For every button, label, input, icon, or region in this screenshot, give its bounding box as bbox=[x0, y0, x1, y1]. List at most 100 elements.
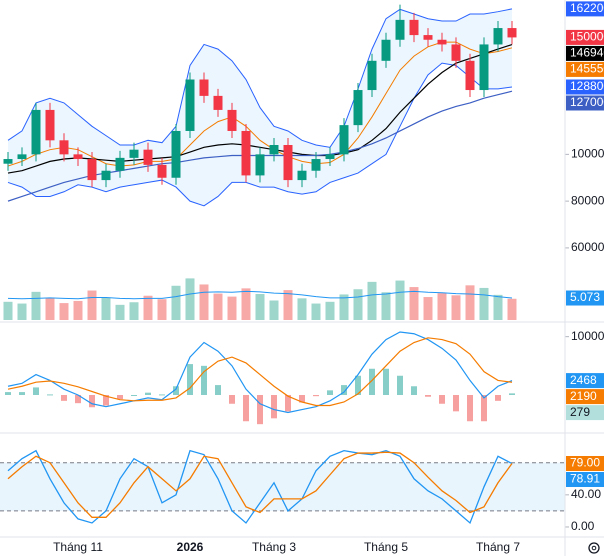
candle-body bbox=[381, 39, 391, 61]
x-tick-label: Tháng 3 bbox=[252, 540, 296, 554]
candle-body bbox=[283, 145, 293, 181]
volume-bar bbox=[451, 295, 461, 320]
candle-body bbox=[3, 159, 13, 164]
y-tick-label: 60000 bbox=[571, 240, 604, 254]
volume-bar bbox=[381, 292, 391, 320]
candle-body bbox=[325, 154, 335, 160]
histogram-bar bbox=[173, 386, 179, 395]
y-tick-label: 100000 bbox=[571, 147, 604, 161]
volume-bar bbox=[507, 298, 517, 320]
volume-bar bbox=[31, 291, 41, 320]
histogram-bar bbox=[439, 395, 445, 404]
volume-bar bbox=[213, 293, 223, 320]
histogram-bar bbox=[509, 393, 515, 395]
price-label-box bbox=[566, 61, 604, 77]
candle-body bbox=[255, 154, 265, 176]
histogram-bar bbox=[453, 395, 459, 412]
candle-body bbox=[101, 170, 111, 181]
x-tick-label: 2026 bbox=[177, 540, 204, 554]
volume-bar bbox=[143, 295, 153, 320]
candle-body bbox=[493, 28, 503, 45]
candle-body bbox=[423, 35, 433, 40]
histogram-bar bbox=[369, 368, 375, 395]
candle-body bbox=[339, 125, 349, 155]
price-label-box bbox=[566, 79, 604, 95]
candle-body bbox=[353, 90, 363, 126]
y-tick-label: 0.00 bbox=[571, 519, 595, 533]
histogram-bar bbox=[327, 390, 333, 395]
volume-bar bbox=[171, 285, 181, 320]
settings-icon[interactable] bbox=[588, 542, 600, 554]
indicator-line bbox=[7, 449, 513, 525]
price-label: 162200 bbox=[570, 1, 604, 15]
price-label: 150000 bbox=[570, 30, 604, 44]
price-label-box bbox=[566, 29, 604, 45]
candle-body bbox=[115, 157, 125, 171]
histogram-bar bbox=[19, 392, 25, 395]
volume-bar bbox=[437, 293, 447, 320]
histogram-bar bbox=[425, 395, 431, 397]
candle-body bbox=[479, 44, 489, 91]
volume-bar bbox=[241, 288, 251, 320]
histogram-bar bbox=[271, 395, 277, 419]
price-label-box bbox=[566, 373, 604, 389]
volume-bar bbox=[423, 297, 433, 320]
histogram-bar bbox=[467, 395, 473, 422]
price-label: 2468 bbox=[570, 373, 597, 387]
volume-bar bbox=[101, 297, 111, 320]
indicator-line bbox=[7, 451, 513, 518]
settings-gear-center[interactable] bbox=[591, 545, 597, 551]
volume-bar bbox=[185, 278, 195, 320]
y-tick-label: 40.00 bbox=[571, 487, 601, 501]
volume-bar bbox=[157, 299, 167, 320]
volume-bar bbox=[409, 287, 419, 320]
settings-gear[interactable] bbox=[588, 542, 600, 554]
histogram-bar bbox=[397, 375, 403, 395]
y-tick-label: 10000 bbox=[571, 329, 604, 343]
histogram-bar bbox=[131, 395, 137, 396]
volume-bar bbox=[227, 296, 237, 320]
volume-bar bbox=[269, 300, 279, 320]
indicator-line bbox=[7, 290, 513, 300]
volume-bar bbox=[339, 294, 349, 320]
volume-bar bbox=[325, 301, 335, 320]
band-fill bbox=[0, 462, 565, 511]
volume-bar bbox=[297, 298, 307, 320]
volume-bar bbox=[479, 287, 489, 320]
candle-body bbox=[297, 170, 307, 181]
candle-body bbox=[213, 95, 223, 110]
histogram-bar bbox=[243, 395, 249, 422]
candle-body bbox=[311, 159, 321, 171]
histogram-bar bbox=[89, 395, 95, 408]
candle-body bbox=[367, 60, 377, 91]
price-label-box bbox=[566, 95, 604, 111]
volume-bar bbox=[493, 294, 503, 320]
price-label-box bbox=[566, 389, 604, 405]
candle-body bbox=[451, 44, 461, 61]
volume-bar bbox=[129, 302, 139, 320]
candle-body bbox=[45, 109, 55, 141]
histogram-bar bbox=[383, 368, 389, 395]
volume-bar bbox=[17, 303, 27, 320]
price-label: 127000 bbox=[570, 95, 604, 109]
indicator-line bbox=[7, 8, 513, 148]
volume-bar bbox=[353, 289, 363, 320]
x-tick-label: Tháng 7 bbox=[476, 540, 520, 554]
candle-body bbox=[17, 154, 27, 160]
volume-bar bbox=[465, 285, 475, 320]
price-label-box bbox=[566, 1, 604, 17]
candle-body bbox=[143, 149, 153, 165]
volume-bar bbox=[73, 300, 83, 320]
price-label-box bbox=[566, 456, 604, 472]
volume-bar bbox=[255, 294, 265, 320]
price-label: 279 bbox=[570, 405, 590, 419]
volume-bar bbox=[199, 284, 209, 320]
x-tick-label: Tháng 11 bbox=[53, 540, 103, 554]
candle-body bbox=[157, 164, 167, 178]
price-label: 2190 bbox=[570, 389, 597, 403]
price-label: 5.073 bbox=[570, 290, 600, 304]
x-tick-label: Tháng 5 bbox=[364, 540, 408, 554]
candle-body bbox=[171, 130, 181, 178]
